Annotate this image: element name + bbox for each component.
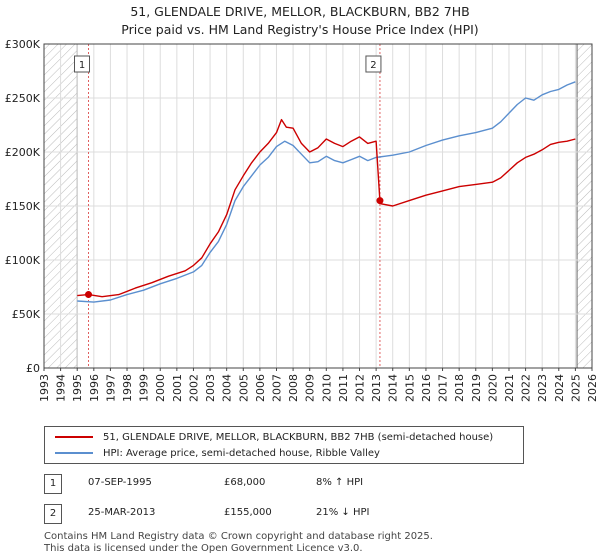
sale-label-box	[365, 55, 382, 73]
sale-hpi-change: 8% ↑ HPI	[316, 477, 364, 488]
sale-price: £155,000	[224, 507, 272, 518]
y-tick-label: £100K	[5, 254, 41, 267]
series-line	[77, 118, 576, 298]
x-tick-label: 2003	[204, 374, 217, 402]
y-tick-label: £300K	[5, 38, 41, 51]
sale-date: 07-SEP-1995	[88, 477, 152, 488]
sale-row-2: 2 25-MAR-2013 £155,000 21% ↓ HPI	[44, 504, 404, 524]
y-tick-label: £200K	[5, 146, 41, 159]
legend-swatch-property	[55, 436, 93, 438]
x-tick-label: 2009	[304, 374, 317, 402]
x-tick-label: 2020	[486, 374, 499, 402]
x-tick-label: 1996	[88, 374, 101, 402]
y-tick-label: £50K	[12, 308, 41, 321]
x-tick-label: 2016	[420, 374, 433, 402]
y-tick-label: £150K	[5, 200, 41, 213]
x-tick-label: 2005	[237, 374, 250, 402]
sale-price: £68,000	[224, 477, 266, 488]
sale-point	[85, 291, 93, 299]
plot-frame	[43, 43, 593, 369]
x-tick-label: 2012	[354, 374, 367, 402]
x-tick-label: 2014	[387, 374, 400, 402]
x-tick-label: 2022	[520, 374, 533, 402]
x-tick-label: 2010	[320, 374, 333, 402]
x-tick-label: 2019	[470, 374, 483, 402]
legend: 51, GLENDALE DRIVE, MELLOR, BLACKBURN, B…	[44, 426, 524, 464]
x-tick-label: 2013	[370, 374, 383, 402]
footer-copyright: Contains HM Land Registry data © Crown c…	[44, 531, 433, 542]
price-chart: 1 2 £0 £50K £100K £150K £200K £250K £300K 1993 19…	[5, 38, 599, 402]
x-tick-label: 2004	[221, 374, 234, 402]
x-tick-label: 2017	[437, 374, 450, 402]
x-tick-label: 2007	[270, 374, 283, 402]
legend-label-property: 51, GLENDALE DRIVE, MELLOR, BLACKBURN, B…	[103, 431, 494, 443]
sale-label: 1	[79, 60, 85, 71]
series-line	[77, 81, 576, 303]
y-tick-label: £250K	[5, 92, 41, 105]
x-tick-label: 1998	[121, 374, 134, 402]
sale-label-box	[74, 55, 91, 73]
x-tick-label: 1993	[38, 374, 51, 402]
sale-hpi-change: 21% ↓ HPI	[316, 507, 370, 518]
x-tick-label: 2015	[403, 374, 416, 402]
sale-number: 1	[44, 474, 62, 494]
x-tick-label: 2021	[503, 374, 516, 402]
legend-label-hpi: HPI: Average price, semi-detached house,…	[103, 447, 380, 459]
sale-row-1: 1 07-SEP-1995 £68,000 8% ↑ HPI	[44, 474, 404, 494]
y-tick-label: £0	[26, 362, 40, 375]
x-tick-label: 2002	[187, 374, 200, 402]
x-tick-label: 2008	[287, 374, 300, 402]
sale-label: 2	[370, 60, 376, 71]
legend-swatch-hpi	[55, 452, 93, 454]
x-tick-label: 2011	[337, 374, 350, 402]
x-tick-label: 1994	[55, 374, 68, 402]
x-tick-label: 2001	[171, 374, 184, 402]
x-tick-label: 1995	[71, 374, 84, 402]
x-tick-label: 2025	[569, 374, 582, 402]
legend-item-hpi: HPI: Average price, semi-detached house,…	[55, 446, 380, 460]
sale-number: 2	[44, 504, 62, 524]
chart-title: 51, GLENDALE DRIVE, MELLOR, BLACKBURN, B…	[130, 4, 470, 19]
x-tick-label: 2023	[536, 374, 549, 402]
x-tick-label: 2006	[254, 374, 267, 402]
legend-item-property: 51, GLENDALE DRIVE, MELLOR, BLACKBURN, B…	[55, 430, 493, 444]
sale-point	[376, 197, 384, 205]
sale-date: 25-MAR-2013	[88, 507, 156, 518]
chart-subtitle: Price paid vs. HM Land Registry's House …	[121, 22, 479, 37]
x-tick-label: 2000	[154, 374, 167, 402]
x-tick-label: 1999	[138, 374, 151, 402]
x-tick-label: 2026	[586, 374, 599, 402]
x-tick-label: 2018	[453, 374, 466, 402]
footer-licence: This data is licensed under the Open Gov…	[44, 543, 363, 554]
x-tick-label: 1997	[104, 374, 117, 402]
x-tick-label: 2024	[553, 374, 566, 402]
